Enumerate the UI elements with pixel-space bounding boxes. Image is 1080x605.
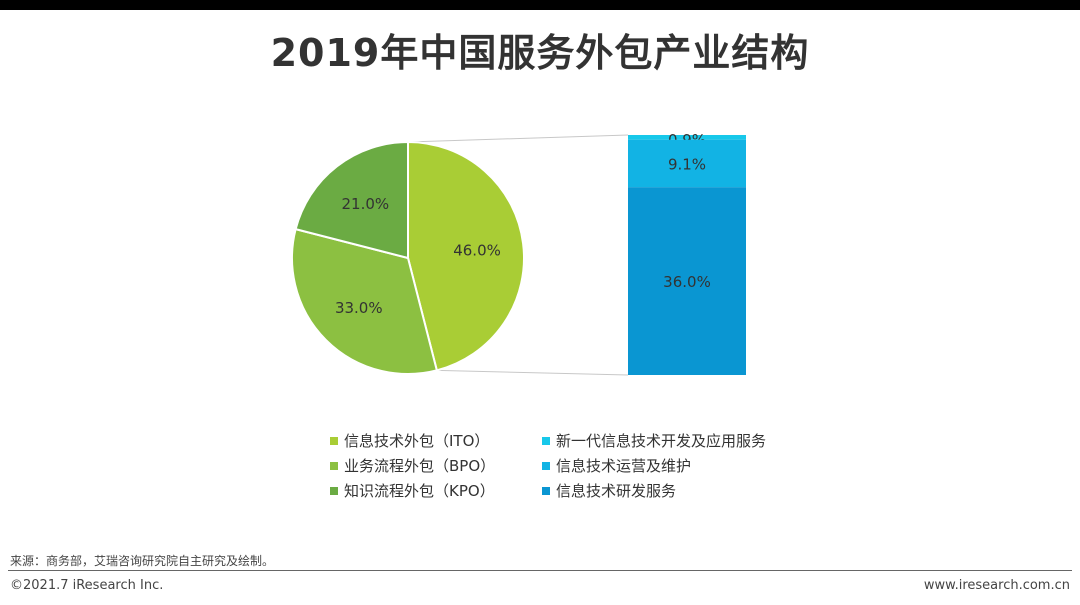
legend-item-rnd: 信息技术研发服务 xyxy=(542,478,766,503)
source-note: 来源：商务部，艾瑞咨询研究院自主研究及绘制。 xyxy=(10,554,275,568)
connector-bottom xyxy=(436,369,629,376)
breakdown-bar: 0.9%9.1%36.0% xyxy=(628,131,746,375)
legend-left: 信息技术外包（ITO） 业务流程外包（BPO） 知识流程外包（KPO） xyxy=(330,428,495,503)
copyright: ©2021.7 iResearch Inc. xyxy=(10,578,164,593)
pie-label-ito: 46.0% xyxy=(453,241,501,259)
legend-right: 新一代信息技术开发及应用服务 信息技术运营及维护 信息技术研发服务 xyxy=(542,428,766,503)
legend-label-bpo: 业务流程外包（BPO） xyxy=(344,456,496,475)
legend-item-new-gen: 新一代信息技术开发及应用服务 xyxy=(542,428,766,453)
legend-item-bpo: 业务流程外包（BPO） xyxy=(330,453,495,478)
bar-label-rnd: 36.0% xyxy=(663,273,711,291)
website-link[interactable]: www.iresearch.com.cn xyxy=(923,578,1070,593)
pie-slice-ito xyxy=(407,140,525,372)
top-bar xyxy=(0,0,1080,10)
bar-label-ops: 9.1% xyxy=(668,155,706,173)
legend-item-ito: 信息技术外包（ITO） xyxy=(330,428,495,453)
bar-segment-ops xyxy=(628,139,746,188)
legend-swatch-new-gen xyxy=(542,436,550,445)
legend-item-kpo: 知识流程外包（KPO） xyxy=(330,478,495,503)
connector-lines xyxy=(407,134,629,376)
legend-swatch-ops xyxy=(542,461,550,470)
legend-swatch-rnd xyxy=(542,486,550,495)
pie-label-bpo: 33.0% xyxy=(335,299,383,317)
legend-swatch-ito xyxy=(330,436,338,445)
pie-chart: 46.0% 33.0% 21.0% xyxy=(291,140,525,375)
legend-label-rnd: 信息技术研发服务 xyxy=(556,481,677,500)
pie-slice-bpo xyxy=(291,227,439,375)
pie-slice-kpo xyxy=(294,140,409,260)
legend-item-ops: 信息技术运营及维护 xyxy=(542,453,766,478)
chart-area: 46.0%33.0%21.0% 0.9%9.1%36.0% xyxy=(291,131,746,376)
legend-label-ito: 信息技术外包（ITO） xyxy=(344,431,490,450)
legend-swatch-bpo xyxy=(330,461,338,470)
legend-label-kpo: 知识流程外包（KPO） xyxy=(344,481,495,500)
connector-top xyxy=(407,134,629,143)
legend-label-new-gen: 新一代信息技术开发及应用服务 xyxy=(556,431,767,450)
pie-label-kpo: 21.0% xyxy=(342,195,390,213)
chart-title: 2019年中国服务外包产业结构 xyxy=(270,31,810,75)
legend-swatch-kpo xyxy=(330,486,338,495)
bar-segment-new-gen xyxy=(628,135,746,140)
legend-label-ops: 信息技术运营及维护 xyxy=(556,456,692,475)
bar-segment-rnd xyxy=(628,187,746,375)
footer-divider xyxy=(8,570,1072,571)
